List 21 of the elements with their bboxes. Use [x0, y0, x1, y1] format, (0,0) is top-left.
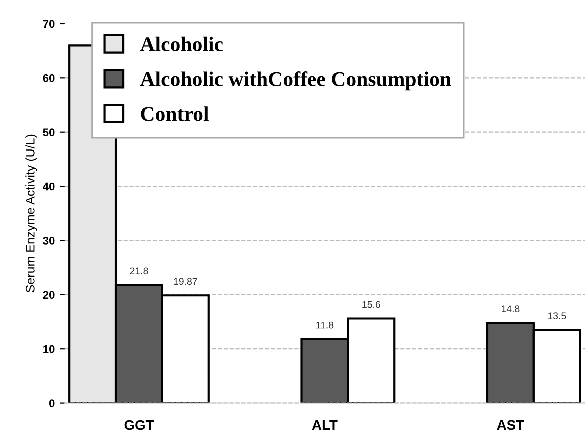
x-tick-label: GGT [124, 420, 154, 430]
y-tick-label: 40 [43, 182, 55, 191]
y-axis-title: Serum Enzyme Activity (U/L) [26, 134, 38, 293]
legend-label: Alcoholic [140, 36, 224, 52]
y-tick-label: 0 [49, 400, 55, 408]
y-tick-label: 60 [43, 74, 55, 82]
x-tick-label: AST [497, 420, 524, 430]
legend-label: Control [141, 106, 209, 122]
data-label: 11.8 [316, 322, 334, 329]
legend-label: Alcoholic withCoffee Consumption [140, 72, 452, 91]
y-tick-label: 50 [43, 128, 55, 136]
data-label: 15.6 [362, 301, 380, 308]
data-label: 14.8 [502, 306, 520, 313]
y-tick-label: 10 [44, 345, 55, 354]
y-tick-label: 20 [43, 291, 55, 300]
x-tick-label: ALT [312, 420, 338, 430]
data-label: 21.8 [130, 268, 148, 275]
y-tick-label: 70 [43, 20, 55, 28]
data-label: 13.5 [548, 312, 566, 320]
data-label: 19.87 [174, 278, 198, 286]
y-tick-label: 30 [43, 237, 55, 245]
